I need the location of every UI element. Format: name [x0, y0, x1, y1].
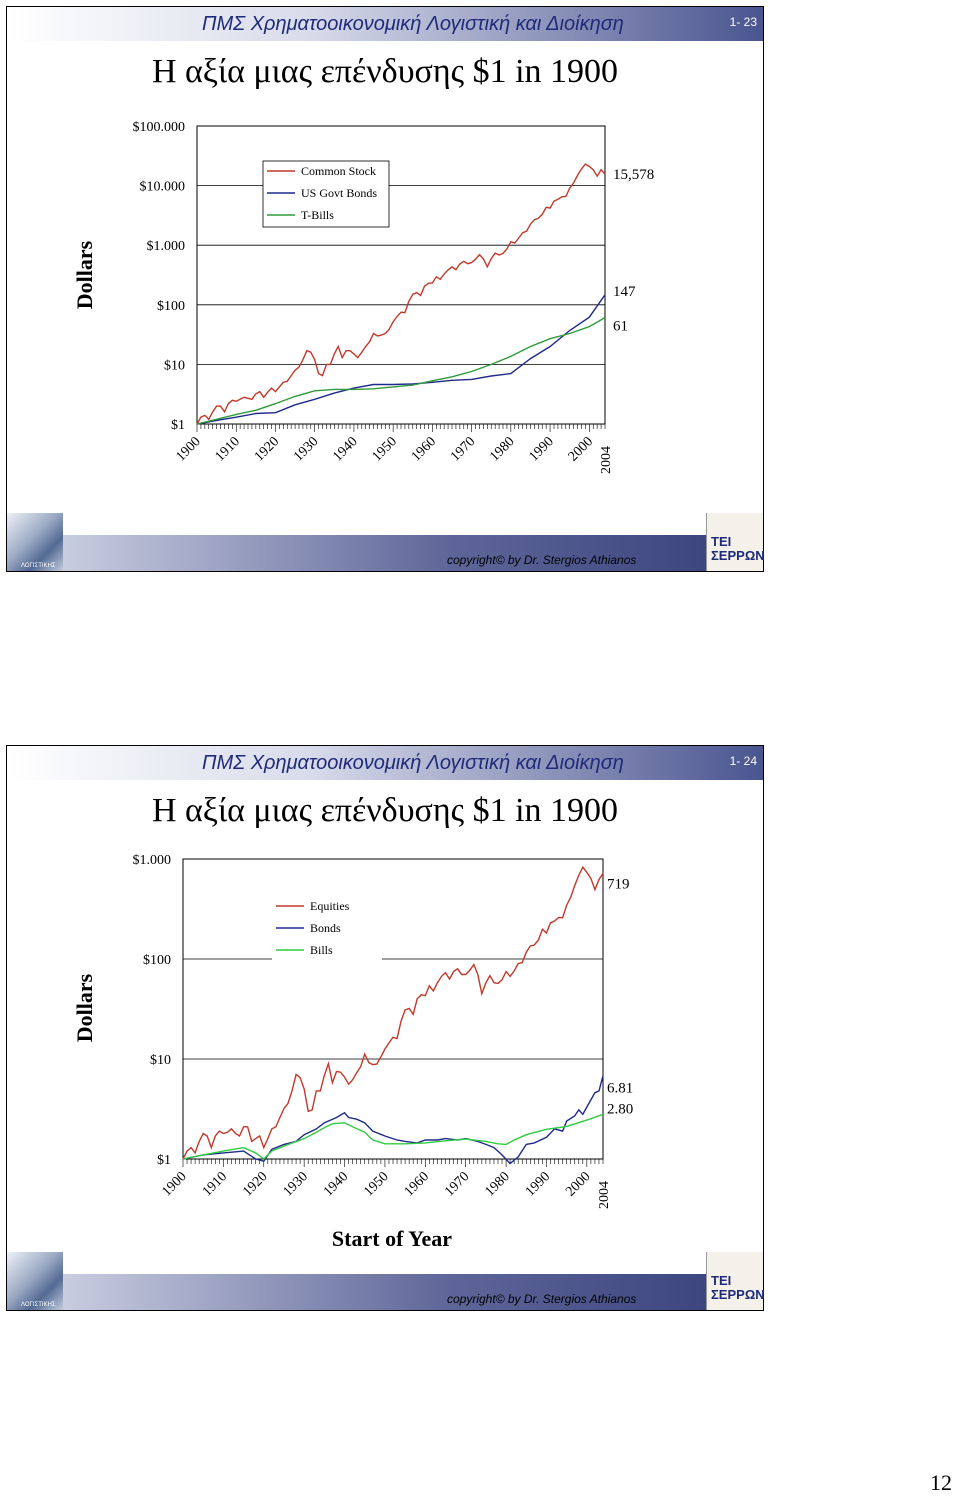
end-value-label: 2.80 [607, 1101, 633, 1117]
y-tick-label: $100 [157, 299, 185, 314]
logo-right: ΤΕΙ ΣΕΡΡΩΝ [706, 1252, 765, 1310]
legend-label: Bills [310, 943, 333, 957]
x-tick-label: 1900 [159, 1169, 189, 1199]
slide-title: Η αξία μιας επένδυσης $1 in 1900 [151, 792, 619, 829]
x-tick-label: 2004 [597, 1181, 612, 1209]
x-tick-label: 1940 [321, 1169, 351, 1199]
x-tick-label: 1930 [281, 1169, 311, 1199]
x-tick-label: 1990 [523, 1169, 553, 1199]
legend-label: Bonds [310, 921, 341, 935]
slide-2: ΠΜΣ Χρηματοοικονομική Λογιστική και Διοί… [6, 745, 765, 1311]
x-tick-label: 2004 [599, 446, 614, 474]
y-tick-label: $10 [164, 358, 185, 373]
copyright-text: copyright© by Dr. Stergios Athianos [447, 1292, 637, 1306]
legend-box [262, 160, 390, 228]
end-value-label: 147 [613, 284, 636, 300]
logo-left: ΛΟΓΙΣΤΙΚΗΣ [7, 513, 63, 571]
y-tick-label: $10 [150, 1053, 171, 1068]
x-tick-label: 1960 [409, 434, 439, 464]
slide-footer: ΛΟΓΙΣΤΙΚΗΣ copyright© by Dr. Stergios At… [7, 513, 765, 571]
x-tick-label: 1970 [448, 434, 478, 464]
legend-label: US Govt Bonds [301, 186, 377, 200]
end-value-label: 15,578 [613, 167, 654, 183]
header-title: ΠΜΣ Χρηματοοικονομική Λογιστική και Διοί… [202, 13, 624, 35]
x-tick-label: 1980 [487, 434, 517, 464]
legend-box [272, 896, 382, 962]
chart-stock-bonds-bills: $1 $10 $100 $1.000 $10.000 $100.000 1900 1910 19… [72, 120, 654, 474]
footer-band [63, 535, 707, 571]
chart-equities-bonds-bills: $1 $10 $100 $1.000 1900 1910 1920 1930 1940 1950 1… [72, 853, 633, 1251]
series-line [196, 316, 606, 425]
y-tick-label: $10.000 [140, 180, 186, 195]
plot-area [182, 858, 604, 1160]
logo-left-text: ΛΟΓΙΣΤΙΚΗΣ [21, 563, 56, 569]
footer-band [63, 1274, 707, 1310]
x-tick-label: 1910 [200, 1169, 230, 1199]
logo-right: ΤΕΙ ΣΕΡΡΩΝ [706, 513, 765, 571]
legend-label: Common Stock [301, 164, 376, 178]
slide-number: 1- 24 [729, 754, 757, 768]
x-tick-label: 1930 [291, 434, 321, 464]
y-tick-label: $1 [171, 418, 185, 433]
x-tick-label: 1950 [370, 434, 400, 464]
slide-header: ΠΜΣ Χρηματοοικονομική Λογιστική και Διοί… [7, 746, 763, 780]
y-axis-label: Dollars [72, 973, 97, 1042]
x-tick-label: 1920 [252, 434, 282, 464]
x-tick-label: 1960 [402, 1169, 432, 1199]
series-line [196, 163, 606, 425]
slide-title: Η αξία μιας επένδυσης $1 in 1900 [151, 53, 619, 90]
legend-label: Equities [310, 899, 350, 913]
x-tick-label: 1940 [330, 434, 360, 464]
logo-right-text: ΤΕΙ ΣΕΡΡΩΝ [711, 1273, 765, 1302]
x-tick-label: 2000 [563, 1169, 593, 1199]
x-tick-label: 2000 [566, 434, 596, 464]
x-tick-label: 1920 [240, 1169, 270, 1199]
x-tick-label: 1970 [442, 1169, 472, 1199]
end-value-label: 61 [613, 319, 628, 335]
x-tick-label: 1990 [526, 434, 556, 464]
slide-1: ΠΜΣ Χρηματοοικονομική Λογιστική και Διοί… [6, 6, 765, 572]
x-tick-label: 1950 [361, 1169, 391, 1199]
y-tick-label: $100 [143, 953, 171, 968]
y-axis-label: Dollars [72, 240, 97, 309]
y-tick-label: $1.000 [133, 853, 172, 868]
x-axis-label: Start of Year [332, 1226, 452, 1251]
x-tick-label: 1900 [173, 434, 203, 464]
slide-header: ΠΜΣ Χρηματοοικονομική Λογιστική και Διοί… [7, 7, 763, 41]
logo-left-text: ΛΟΓΙΣΤΙΚΗΣ [21, 1302, 56, 1308]
series-line [182, 1113, 604, 1160]
end-value-label: 719 [607, 876, 630, 892]
end-value-label: 6.81 [607, 1081, 633, 1097]
logo-left: ΛΟΓΙΣΤΙΚΗΣ [7, 1252, 63, 1310]
plot-area [196, 125, 606, 425]
x-tick-label: 1980 [482, 1169, 512, 1199]
slide-number: 1- 23 [729, 15, 757, 29]
copyright-text: copyright© by Dr. Stergios Athianos [447, 553, 637, 567]
y-tick-label: $1.000 [147, 239, 186, 254]
logo-right-text: ΤΕΙ ΣΕΡΡΩΝ [711, 534, 765, 563]
y-tick-label: $1 [157, 1153, 171, 1168]
x-tick-label: 1910 [213, 434, 243, 464]
y-tick-label: $100.000 [133, 120, 186, 135]
legend-label: T-Bills [301, 208, 334, 222]
header-title: ΠΜΣ Χρηματοοικονομική Λογιστική και Διοί… [202, 752, 624, 774]
series-line [182, 865, 604, 1160]
page-number: 12 [930, 1470, 952, 1495]
series-line [196, 294, 606, 425]
series-line [182, 1075, 604, 1165]
slide-footer: ΛΟΓΙΣΤΙΚΗΣ copyright© by Dr. Stergios At… [7, 1252, 765, 1310]
